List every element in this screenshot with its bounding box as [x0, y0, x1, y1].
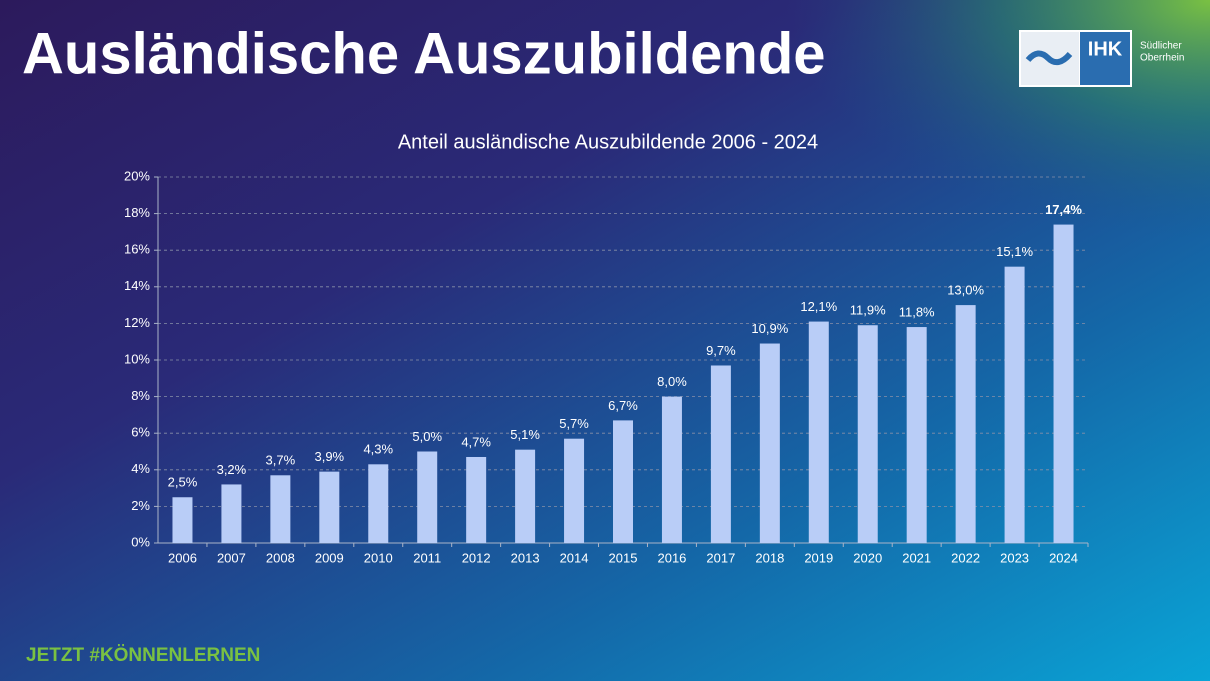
- bar: [613, 420, 633, 543]
- bar: [661, 396, 682, 543]
- logo-line: Südlicher: [1140, 41, 1182, 52]
- value-label: 12,1%: [800, 299, 837, 314]
- bar: [564, 438, 585, 543]
- value-label: 3,7%: [266, 453, 296, 468]
- value-label: 2,5%: [168, 475, 198, 490]
- y-tick-label: 4%: [131, 461, 150, 476]
- bar: [172, 497, 193, 543]
- bar: [759, 343, 780, 543]
- value-label: 5,1%: [510, 427, 540, 442]
- value-label: 13,0%: [947, 283, 984, 298]
- slide-title: Ausländische Auszubildende: [22, 21, 826, 86]
- logo: IHK Südlicher Oberrhein: [1019, 30, 1184, 87]
- x-tick-label: 2014: [560, 550, 589, 565]
- x-tick-label: 2020: [853, 550, 882, 565]
- value-label: 3,9%: [314, 449, 344, 464]
- x-tick-label: 2024: [1049, 550, 1078, 565]
- bar: [857, 325, 878, 543]
- x-tick-label: 2009: [315, 550, 344, 565]
- value-label: 8,0%: [657, 374, 687, 389]
- x-tick-label: 2006: [168, 550, 197, 565]
- y-tick-label: 2%: [131, 498, 150, 513]
- value-label: 15,1%: [996, 244, 1033, 259]
- logo-line: Oberrhein: [1140, 53, 1184, 64]
- y-tick-label: 14%: [124, 278, 150, 293]
- x-tick-label: 2012: [462, 550, 491, 565]
- value-label: 10,9%: [751, 321, 788, 336]
- y-tick-label: 20%: [124, 168, 150, 183]
- bar: [808, 321, 829, 543]
- x-tick-label: 2016: [657, 550, 686, 565]
- bar: [710, 365, 731, 543]
- y-tick-label: 6%: [131, 425, 150, 440]
- value-label: 9,7%: [706, 343, 736, 358]
- x-tick-label: 2011: [413, 550, 441, 565]
- y-tick-label: 12%: [124, 315, 150, 330]
- bar: [466, 456, 487, 543]
- bar: [368, 464, 389, 543]
- x-tick-label: 2008: [266, 550, 295, 565]
- bar: [1004, 266, 1025, 543]
- y-tick-label: 10%: [124, 351, 150, 366]
- x-tick-label: 2007: [217, 550, 246, 565]
- bar: [417, 451, 438, 543]
- bar: [319, 471, 340, 543]
- x-tick-label: 2013: [511, 550, 540, 565]
- value-label: 5,7%: [559, 416, 589, 431]
- x-tick-label: 2015: [609, 550, 638, 565]
- x-tick-label: 2010: [364, 550, 393, 565]
- logo-abbr-bg: [1080, 32, 1130, 85]
- x-tick-label: 2023: [1000, 550, 1029, 565]
- value-label: 5,0%: [412, 429, 442, 444]
- x-tick-label: 2022: [951, 550, 980, 565]
- value-label: 4,3%: [363, 442, 393, 457]
- bar: [270, 475, 291, 543]
- value-label: 11,9%: [850, 303, 886, 318]
- y-tick-label: 16%: [124, 242, 150, 257]
- y-tick-label: 8%: [131, 388, 150, 403]
- y-tick-label: 18%: [124, 205, 150, 220]
- x-tick-label: 2018: [755, 550, 784, 565]
- value-label: 6,7%: [608, 398, 638, 413]
- chart-title: Anteil ausländische Auszubildende 2006 -…: [398, 131, 818, 153]
- value-label: 17,4%: [1045, 202, 1082, 217]
- logo-abbr: IHK: [1088, 38, 1123, 60]
- footer: JETZT #KÖNNENLERNEN: [26, 645, 260, 666]
- x-tick-label: 2017: [706, 550, 735, 565]
- bar: [906, 327, 927, 543]
- x-tick-label: 2019: [804, 550, 833, 565]
- y-tick-label: 0%: [131, 534, 150, 549]
- bar: [221, 484, 242, 543]
- x-tick-label: 2021: [902, 550, 931, 565]
- value-label: 4,7%: [461, 434, 491, 449]
- value-label: 11,8%: [899, 304, 935, 319]
- bar: [1053, 224, 1074, 543]
- bar: [515, 449, 536, 543]
- value-label: 3,2%: [217, 462, 247, 477]
- logo-wave: [1025, 50, 1073, 66]
- bar: [955, 305, 976, 543]
